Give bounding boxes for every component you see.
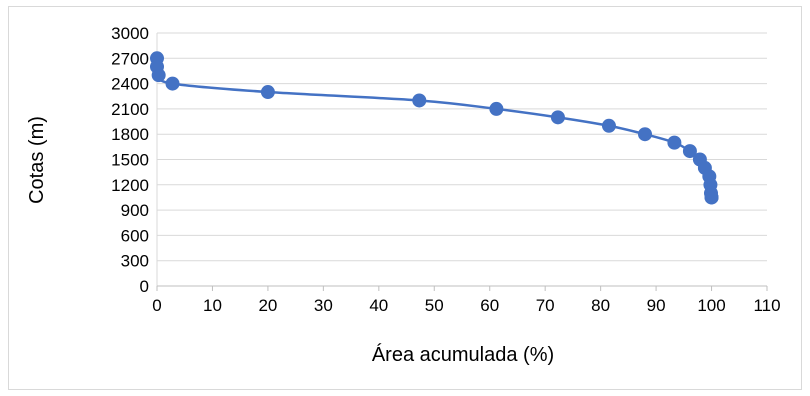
y-tick-label: 1800 <box>111 125 149 144</box>
x-tick-label: 0 <box>152 296 161 315</box>
gridlines <box>157 32 767 262</box>
data-point <box>165 76 180 91</box>
x-axis-title: Área acumulada (%) <box>372 343 554 366</box>
data-point <box>667 135 682 150</box>
x-tick-label: 90 <box>647 296 666 315</box>
y-tick-label: 3000 <box>111 24 149 43</box>
series-line <box>155 58 713 199</box>
data-point <box>682 144 697 159</box>
x-tick-label: 100 <box>697 296 725 315</box>
y-axis-title: Cotas (m) <box>26 116 48 204</box>
data-point <box>601 118 616 133</box>
x-tick-label: 110 <box>753 296 780 315</box>
chart-svg: 0 300 600 900 1200 1500 1800 2100 2400 2700 3000 0 1… <box>26 24 781 366</box>
chart-area: 0 300 600 900 1200 1500 1800 2100 2400 2700 3000 0 1… <box>8 6 802 390</box>
x-tick-label: 60 <box>480 296 499 315</box>
data-point <box>550 110 565 125</box>
data-point <box>704 190 719 205</box>
y-tick-label: 600 <box>121 226 149 245</box>
y-tick-label: 1500 <box>111 151 149 170</box>
x-tick-label: 70 <box>536 296 555 315</box>
axes <box>156 33 768 291</box>
data-point <box>151 68 166 83</box>
x-tick-label: 50 <box>425 296 444 315</box>
y-tick-label: 300 <box>121 252 149 271</box>
y-tick-label: 1200 <box>111 176 149 195</box>
y-tick-label: 2700 <box>111 49 149 68</box>
y-tick-label: 900 <box>121 201 149 220</box>
data-point <box>260 85 275 100</box>
tick-labels: 0 300 600 900 1200 1500 1800 2100 2400 2700 3000 0 1… <box>111 24 780 315</box>
data-point <box>412 93 427 108</box>
x-tick-label: 10 <box>203 296 222 315</box>
y-tick-label: 2400 <box>111 75 149 94</box>
x-tick-label: 80 <box>591 296 610 315</box>
x-tick-label: 30 <box>314 296 333 315</box>
x-tick-label: 20 <box>258 296 277 315</box>
x-tick-label: 40 <box>369 296 388 315</box>
data-point <box>489 101 504 116</box>
y-tick-label: 2100 <box>111 100 149 119</box>
data-point <box>638 127 652 142</box>
y-tick-label: 0 <box>140 277 149 296</box>
data-series <box>150 51 719 205</box>
